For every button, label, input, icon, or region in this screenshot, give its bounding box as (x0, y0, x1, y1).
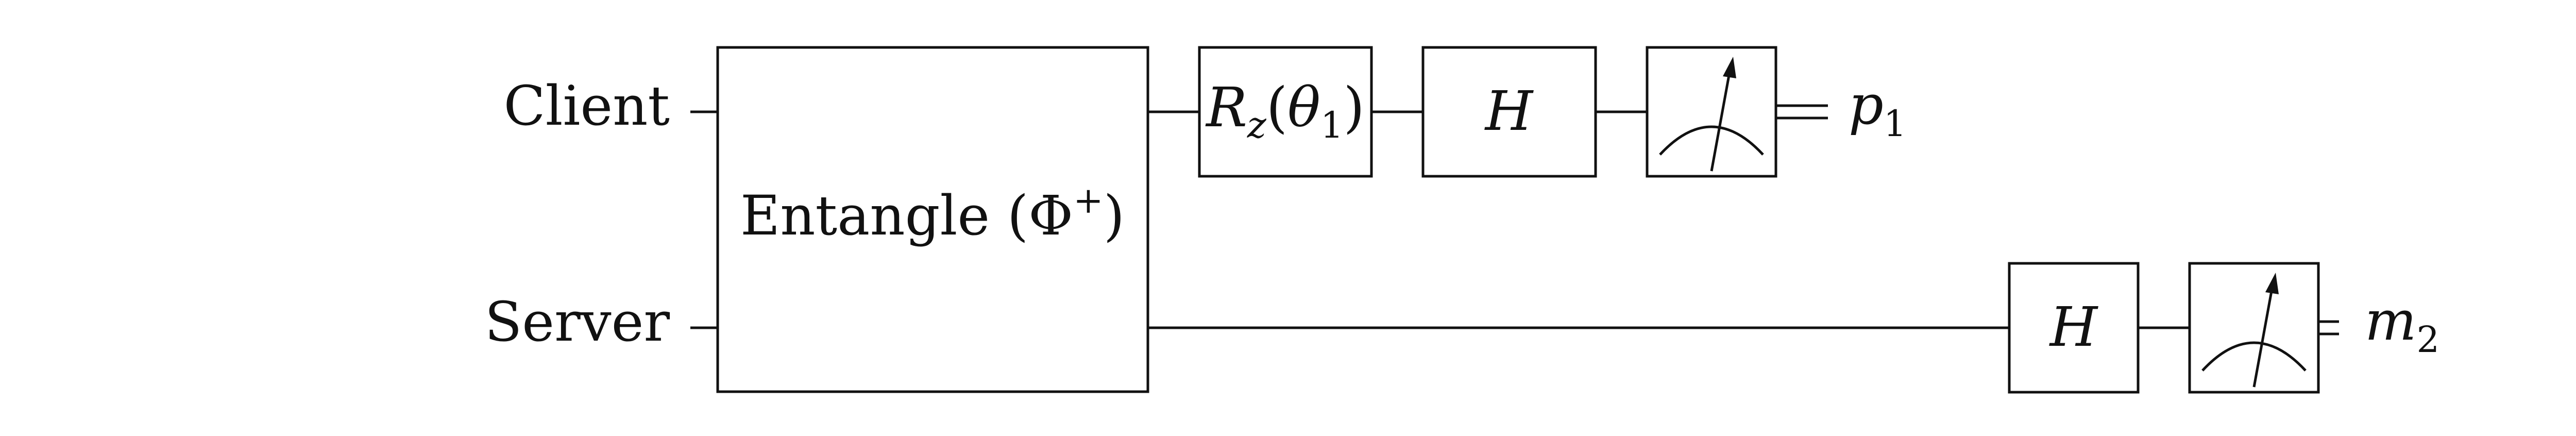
server-label: Server (485, 290, 670, 354)
client-wire (690, 104, 1828, 120)
client-h-gate: H (1421, 46, 1597, 178)
client-output: p (1849, 73, 1884, 137)
server-wire (690, 320, 2339, 336)
server-output-subscript: 2 (2417, 318, 2440, 361)
entangle-gate-label: Entangle (740, 184, 990, 247)
rz-gate-arg: θ (1287, 76, 1320, 139)
client-label: Client (503, 74, 670, 138)
entangle-gate: Entangle (Φ+) (716, 46, 1149, 393)
rz-gate-subscript: z (1247, 104, 1267, 146)
server-measurement (2188, 262, 2320, 394)
svg-text:Rz(θ1): Rz(θ1) (1205, 76, 1365, 146)
server-output: m (2365, 289, 2417, 353)
rz-gate: Rz(θ1) (1198, 46, 1373, 178)
meter-icon (1659, 57, 1764, 172)
svg-text:Entangle (Φ+): Entangle (Φ+) (740, 179, 1125, 247)
meter-icon (2201, 273, 2307, 388)
client-measurement (1646, 46, 1777, 178)
rz-gate-symbol: R (1205, 76, 1247, 139)
rz-gate-arg-subscript: 1 (1320, 104, 1344, 146)
svg-text:m2: m2 (2365, 289, 2439, 361)
client-output-subscript: 1 (1884, 103, 1907, 145)
server-h-gate: H (2008, 262, 2140, 394)
server-h-gate-label: H (2049, 295, 2099, 359)
svg-text:p1: p1 (1849, 73, 1906, 145)
entangle-gate-state: Φ (1028, 184, 1073, 247)
client-h-gate-label: H (1484, 79, 1534, 143)
entangle-gate-superscript: + (1073, 179, 1104, 222)
